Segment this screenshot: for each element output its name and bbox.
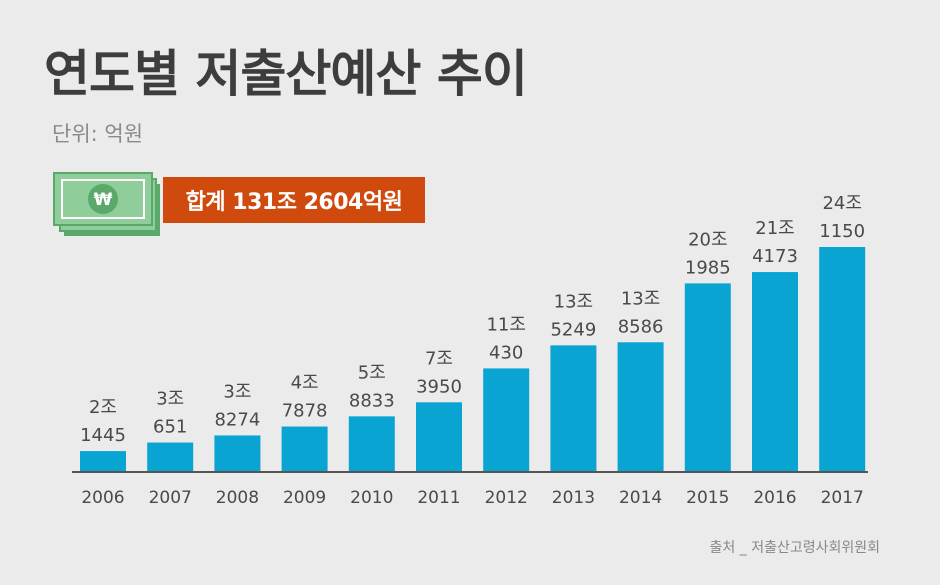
data-label-2012-1: 11조 [486, 314, 525, 335]
data-label-2014-1: 13조 [621, 288, 660, 309]
data-label-2013-1: 13조 [554, 291, 593, 312]
data-label-2017-2: 1150 [819, 221, 865, 242]
data-label-2010-2: 8833 [349, 390, 395, 411]
currency-symbol: ₩ [94, 190, 113, 210]
data-label-2016-2: 4173 [752, 246, 798, 267]
data-label-2014-2: 8586 [618, 316, 664, 337]
unit-label: 단위: 억원 [52, 122, 144, 146]
total-badge: 합계 131조 2604억원 [163, 177, 425, 223]
data-label-2012-2: 430 [489, 342, 523, 363]
x-tick-2012: 2012 [485, 488, 528, 508]
bar-2006 [80, 451, 126, 471]
data-label-2011-2: 3950 [416, 376, 462, 397]
x-tick-2010: 2010 [350, 488, 393, 508]
x-tick-2011: 2011 [417, 488, 460, 508]
bar-2011 [416, 402, 462, 471]
data-label-2009-1: 4조 [291, 373, 319, 394]
x-tick-2014: 2014 [619, 488, 662, 508]
bar-2007 [147, 442, 194, 471]
data-label-2008-1: 3조 [223, 381, 251, 402]
x-tick-2007: 2007 [149, 488, 192, 508]
data-label-2017-1: 24조 [822, 193, 861, 214]
data-label-2010-1: 5조 [358, 362, 386, 383]
data-label-2009-2: 7878 [282, 401, 328, 422]
x-tick-2006: 2006 [81, 488, 124, 508]
data-label-2015-1: 20조 [688, 229, 727, 250]
bar-2009 [281, 426, 328, 471]
x-tick-2013: 2013 [552, 488, 595, 508]
bar-2012 [483, 368, 530, 471]
x-tick-2009: 2009 [283, 488, 326, 508]
x-tick-2015: 2015 [686, 488, 729, 508]
bar-2014 [617, 342, 664, 471]
x-tick-2008: 2008 [216, 488, 259, 508]
data-label-2006-1: 2조 [89, 397, 117, 418]
bar-2015 [684, 283, 731, 471]
data-label-2008-2: 8274 [214, 409, 260, 430]
x-tick-2016: 2016 [753, 488, 796, 508]
chart-title: 연도별 저출산예산 추이 [44, 45, 528, 103]
bar-2016 [752, 272, 798, 471]
bar-2017 [819, 247, 866, 471]
bar-2008 [214, 435, 261, 471]
x-tick-2017: 2017 [821, 488, 864, 508]
bar-2010 [348, 416, 395, 471]
data-label-2011-1: 7조 [425, 348, 453, 369]
data-label-2007-1: 3조 [156, 389, 184, 410]
source-note: 출처 _ 저출산고령사회위원회 [709, 540, 880, 556]
data-label-2015-2: 1985 [685, 257, 731, 278]
bar-2013 [550, 345, 597, 471]
data-label-2013-2: 5249 [550, 319, 596, 340]
data-label-2007-2: 651 [153, 417, 187, 438]
data-label-2016-1: 21조 [755, 218, 794, 239]
money-icon: ₩ [50, 170, 165, 240]
data-label-2006-2: 1445 [80, 425, 126, 446]
